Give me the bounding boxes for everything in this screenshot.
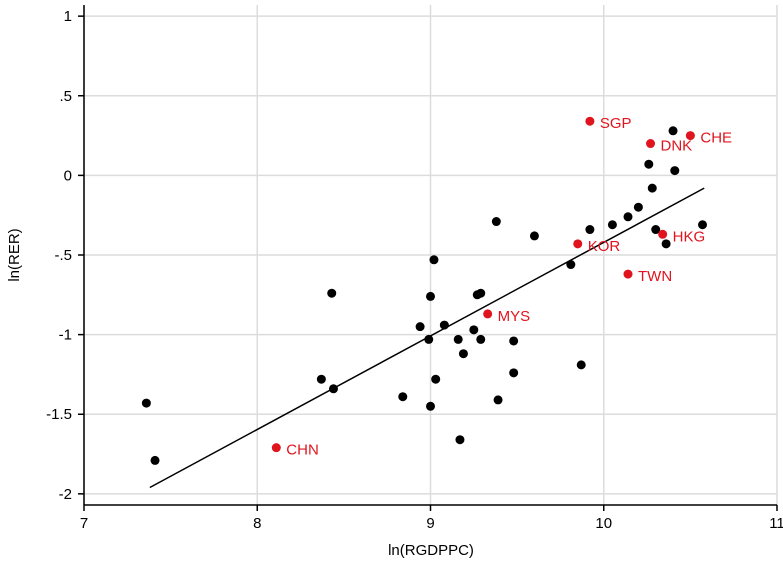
x-tick-label: 10	[595, 515, 612, 532]
data-point	[644, 159, 654, 169]
axes: 7 8 9 10 111.50-.5-1-1.5-2	[46, 5, 783, 532]
data-point	[661, 239, 671, 249]
data-point	[509, 336, 519, 346]
y-tick-label: 1	[64, 8, 72, 25]
data-point	[455, 435, 465, 445]
x-tick-label: 7	[80, 515, 88, 532]
data-point	[585, 225, 595, 235]
highlight-point-twn	[623, 269, 633, 279]
data-point	[439, 320, 449, 330]
y-tick-label: 0	[64, 167, 72, 184]
data-points	[141, 126, 708, 465]
y-tick-label: -2	[59, 486, 72, 503]
data-point	[426, 291, 435, 301]
data-point	[150, 455, 160, 465]
data-point	[670, 166, 680, 176]
data-point	[576, 360, 586, 370]
data-point	[529, 231, 539, 241]
point-label-twn: TWN	[638, 268, 672, 285]
highlight-point-che	[685, 131, 695, 141]
data-point	[509, 368, 519, 378]
highlight-point-chn	[271, 443, 281, 453]
point-label-mys: MYS	[498, 308, 531, 325]
data-point	[426, 401, 435, 411]
x-tick-label: 9	[426, 515, 434, 532]
x-axis-title: ln(RGDPPC)	[388, 542, 474, 559]
data-point	[429, 255, 439, 265]
data-point	[424, 334, 434, 344]
highlight-point-hkg	[658, 229, 668, 239]
point-label-sgp: SGP	[600, 115, 632, 132]
point-label-hkg: HKG	[673, 228, 706, 245]
data-point	[469, 325, 479, 335]
y-tick-label: -1	[59, 327, 72, 344]
highlighted-points: SGP DNK CHE KOR HKG TWN MYS CHN	[271, 115, 732, 459]
point-label-dnk: DNK	[661, 138, 693, 155]
data-point	[476, 334, 486, 344]
data-point	[668, 126, 678, 136]
data-point	[607, 220, 617, 230]
highlight-point-kor	[573, 239, 583, 249]
grid-lines	[83, 5, 778, 505]
data-point	[647, 183, 657, 193]
y-tick-label: -1.5	[46, 406, 72, 423]
y-axis-title: ln(RER)	[6, 228, 23, 281]
data-point	[493, 395, 503, 405]
data-point	[623, 212, 633, 222]
data-point	[327, 288, 337, 298]
data-point	[431, 374, 441, 384]
x-tick-label: 8	[253, 515, 261, 532]
data-point	[698, 220, 708, 230]
data-point	[633, 202, 643, 212]
highlight-point-sgp	[585, 116, 595, 126]
x-tick-label: 11	[769, 515, 783, 532]
point-label-kor: KOR	[588, 238, 621, 255]
point-label-che: CHE	[700, 130, 732, 147]
data-point	[316, 374, 326, 384]
highlight-point-mys	[483, 309, 493, 319]
data-point	[415, 322, 425, 332]
data-point	[476, 288, 486, 298]
data-point	[566, 260, 576, 270]
highlight-point-dnk	[646, 139, 656, 149]
data-point	[328, 384, 338, 394]
data-point	[458, 349, 468, 359]
data-point	[491, 217, 501, 227]
data-point	[651, 225, 661, 235]
data-point	[398, 392, 408, 402]
point-label-chn: CHN	[286, 442, 319, 459]
data-point	[141, 398, 151, 408]
y-tick-label: -.5	[54, 247, 72, 264]
data-point	[453, 334, 463, 344]
y-tick-label: .5	[59, 88, 72, 105]
